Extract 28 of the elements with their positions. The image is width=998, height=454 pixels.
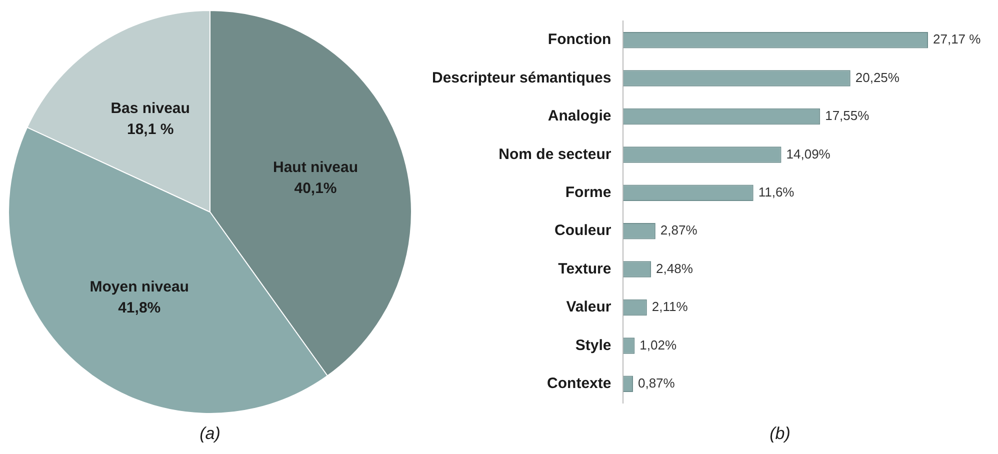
data-label: 41,8% bbox=[118, 300, 161, 317]
y-tick-label: Descripteur sémantiques bbox=[432, 69, 612, 86]
data-label: 14,09% bbox=[786, 146, 831, 162]
data-label: 1,02% bbox=[640, 337, 677, 352]
slice-label: Bas niveau bbox=[110, 100, 190, 117]
data-label: 0,87% bbox=[638, 375, 676, 390]
y-tick-label: Analogie bbox=[548, 108, 612, 125]
text: (a) bbox=[198, 424, 222, 444]
data-label: 2,11% bbox=[652, 299, 688, 314]
data-label: 17,55% bbox=[825, 108, 870, 124]
slice-label: Moyen niveau bbox=[90, 278, 189, 296]
slice-label: Haut niveau bbox=[272, 159, 358, 176]
data-label: 40,1% bbox=[294, 180, 337, 198]
y-tick-label: Fonction bbox=[548, 31, 612, 48]
y-tick-label: Forme bbox=[565, 184, 612, 202]
y-tick-label: Texture bbox=[558, 260, 612, 278]
y-tick-label: Nom de secteur bbox=[498, 146, 612, 163]
data-label: 2,87% bbox=[660, 222, 698, 238]
y-tick-label: Contexte bbox=[547, 375, 612, 392]
data-label: 20,25% bbox=[855, 70, 900, 85]
y-tick-label: Couleur bbox=[554, 222, 612, 240]
data-label: 18,1 % bbox=[126, 120, 174, 138]
data-label: 2,48% bbox=[656, 260, 694, 276]
y-tick-label: Valeur bbox=[566, 298, 612, 316]
data-label: 11,6% bbox=[758, 184, 795, 200]
y-tick-label: Style bbox=[575, 336, 612, 354]
text: (b) bbox=[768, 424, 792, 444]
data-label: 27,17 % bbox=[933, 32, 982, 47]
